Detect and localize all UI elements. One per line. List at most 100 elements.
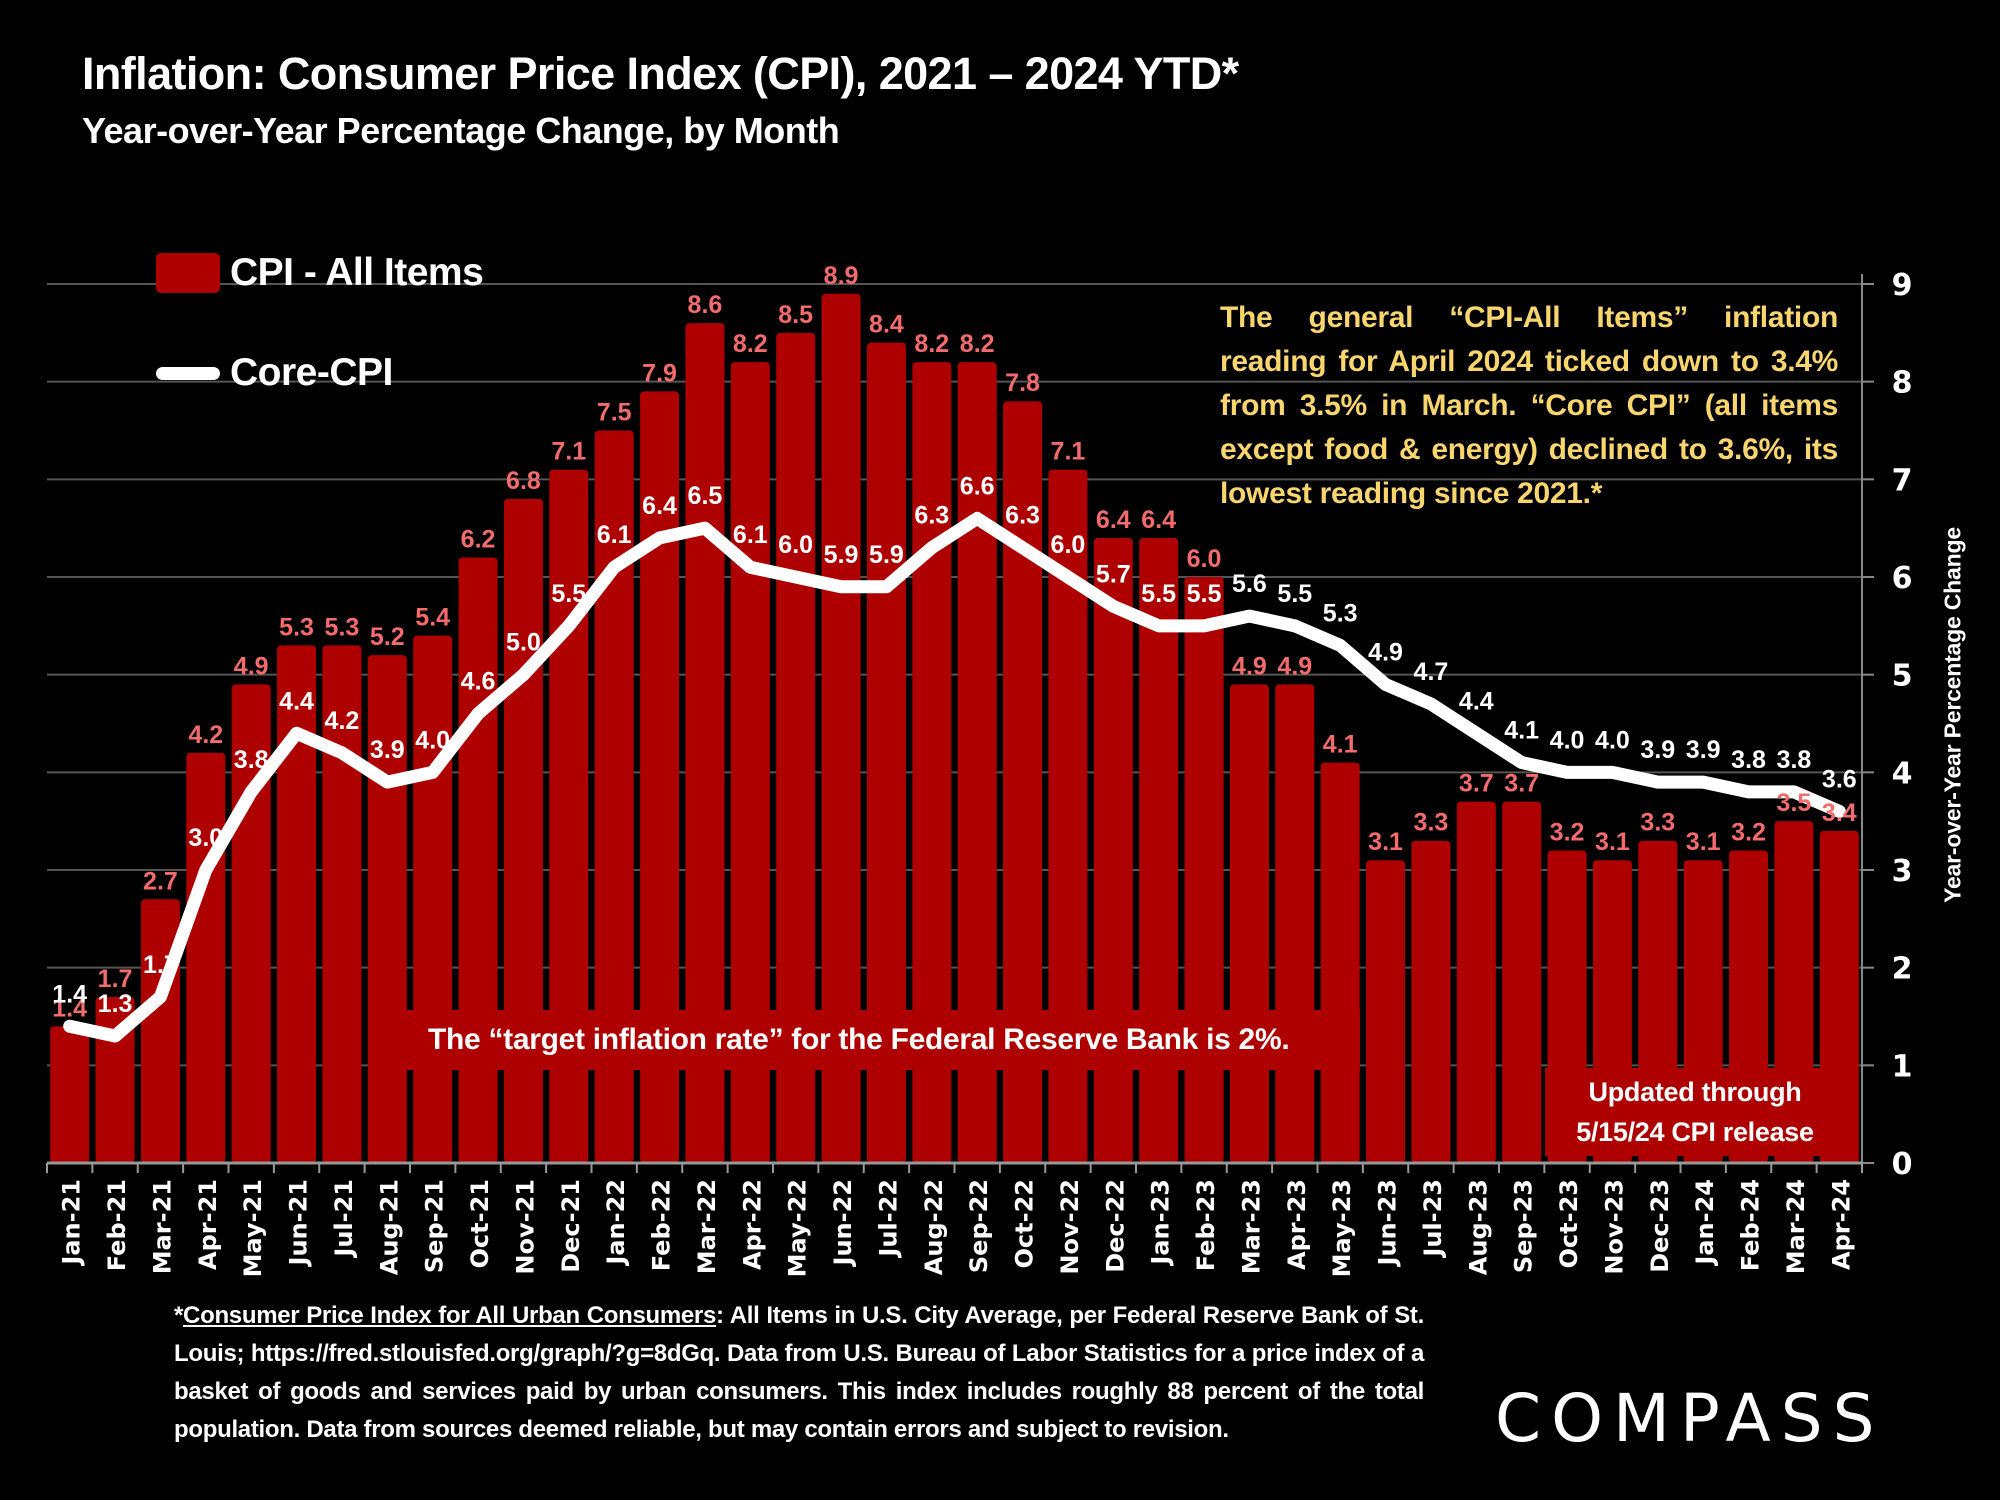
cpi-value-label: 8.4 xyxy=(869,311,904,339)
x-tick-label: Feb-23 xyxy=(1192,1179,1220,1271)
core-cpi-value-label: 3.8 xyxy=(234,746,269,774)
x-tick-label: Apr-23 xyxy=(1283,1179,1311,1270)
bar-aug-21 xyxy=(367,655,407,1163)
cpi-value-label: 5.4 xyxy=(415,604,450,632)
core-cpi-value-label: 3.8 xyxy=(1731,746,1766,774)
core-cpi-value-label: 5.5 xyxy=(1141,580,1176,608)
legend-item-core-cpi[interactable]: Core-CPI xyxy=(156,348,483,398)
cpi-value-label: 5.2 xyxy=(370,623,405,651)
cpi-value-label: 3.2 xyxy=(1550,818,1585,846)
core-cpi-value-label: 4.0 xyxy=(1550,726,1585,754)
core-cpi-value-label: 5.5 xyxy=(1187,580,1222,608)
bar-may-22 xyxy=(776,332,816,1163)
core-cpi-value-label: 5.5 xyxy=(551,580,586,608)
core-cpi-value-label: 1.4 xyxy=(52,980,87,1008)
cpi-value-label: 4.9 xyxy=(1277,652,1312,680)
core-cpi-value-label: 1.3 xyxy=(98,990,133,1018)
bar-jun-22 xyxy=(821,293,861,1163)
x-tick-label: Jan-21 xyxy=(58,1179,86,1267)
x-tick-label: Apr-21 xyxy=(194,1179,222,1270)
core-cpi-value-label: 6.4 xyxy=(642,492,677,520)
bar-jan-23 xyxy=(1139,537,1179,1163)
footnote-source-link[interactable]: Consumer Price Index for All Urban Consu… xyxy=(183,1302,717,1329)
cpi-value-label: 8.2 xyxy=(733,330,768,358)
x-tick-label: Oct-23 xyxy=(1555,1179,1583,1268)
bar-dec-22 xyxy=(1093,537,1133,1163)
core-cpi-line xyxy=(63,511,1846,1043)
cpi-value-label: 8.9 xyxy=(824,262,859,290)
x-tick-label: Mar-21 xyxy=(148,1179,176,1274)
core-cpi-value-label: 4.4 xyxy=(279,687,314,715)
axes xyxy=(46,274,1874,1173)
x-tick-label: Feb-22 xyxy=(648,1179,676,1271)
core-cpi-value-label: 5.9 xyxy=(869,541,904,569)
bar-sep-22 xyxy=(957,362,997,1164)
bar-mar-23 xyxy=(1229,684,1269,1163)
x-tick-label: Jul-21 xyxy=(330,1179,358,1259)
bar-mar-21 xyxy=(140,899,180,1163)
core-cpi-value-label: 6.1 xyxy=(597,521,632,549)
bar-jun-21 xyxy=(277,645,317,1163)
core-cpi-value-label: 5.6 xyxy=(1232,570,1267,598)
core-cpi-value-label: 6.1 xyxy=(733,521,768,549)
y-tick-label: 6 xyxy=(1892,561,1913,596)
cpi-value-label: 8.2 xyxy=(914,330,949,358)
cpi-value-label: 2.7 xyxy=(143,867,178,895)
cpi-value-label: 7.8 xyxy=(1005,369,1040,397)
cpi-value-label: 7.1 xyxy=(551,438,586,466)
cpi-value-label: 7.5 xyxy=(597,399,632,427)
x-tick-label: Nov-22 xyxy=(1056,1179,1084,1275)
bar-jun-23 xyxy=(1366,860,1406,1163)
x-tick-label: Sep-22 xyxy=(965,1179,993,1273)
bar-nov-22 xyxy=(1048,469,1088,1164)
core-cpi-value-label: 6.3 xyxy=(1005,502,1040,530)
y-tick-label: 9 xyxy=(1892,268,1913,303)
core-cpi-value-label: 6.3 xyxy=(914,502,949,530)
cpi-value-label: 6.2 xyxy=(461,525,496,553)
x-tick-label: May-22 xyxy=(784,1179,812,1277)
core-cpi-value-label: 4.7 xyxy=(1414,658,1449,686)
x-tick-label: Jul-22 xyxy=(874,1179,902,1259)
bar-sep-23 xyxy=(1502,801,1542,1163)
target-inflation-note: The “target inflation rate” for the Fede… xyxy=(400,1010,1360,1070)
core-cpi-value-label: 6.5 xyxy=(688,482,723,510)
bar-aug-23 xyxy=(1456,801,1496,1163)
cpi-value-label: 3.7 xyxy=(1504,770,1539,798)
bar-jul-23 xyxy=(1411,840,1451,1163)
cpi-value-label: 8.6 xyxy=(688,291,723,319)
target-inflation-text: The “target inflation rate” for the Fede… xyxy=(428,1023,1290,1056)
core-cpi-value-label: 5.3 xyxy=(1323,599,1358,627)
x-tick-label: Oct-22 xyxy=(1011,1179,1039,1268)
cpi-value-label: 5.3 xyxy=(325,613,360,641)
cpi-value-label: 7.1 xyxy=(1051,438,1086,466)
legend: CPI - All Items Core-CPI xyxy=(156,248,484,448)
core-cpi-value-label: 6.0 xyxy=(778,531,813,559)
x-tick-label: Jul-23 xyxy=(1419,1179,1447,1259)
legend-item-cpi[interactable]: CPI - All Items xyxy=(156,248,484,298)
x-tick-label: Apr-24 xyxy=(1827,1179,1855,1270)
x-tick-label: Dec-21 xyxy=(557,1179,585,1273)
core-cpi-value-label: 4.6 xyxy=(461,668,496,696)
core-cpi-value-label: 4.9 xyxy=(1368,638,1403,666)
cpi-value-label: 3.3 xyxy=(1640,809,1675,837)
cpi-value-label: 5.3 xyxy=(279,613,314,641)
cpi-value-label: 3.3 xyxy=(1414,809,1449,837)
core-cpi-value-label: 5.9 xyxy=(824,541,859,569)
y-tick-label: 3 xyxy=(1892,854,1913,889)
cpi-value-label: 8.2 xyxy=(960,330,995,358)
y-tick-label: 4 xyxy=(1892,756,1913,791)
x-tick-label: Jun-22 xyxy=(829,1179,857,1267)
bar-jan-21 xyxy=(50,1026,90,1163)
legend-label: Core-CPI xyxy=(230,351,393,394)
cpi-value-label: 4.1 xyxy=(1323,731,1358,759)
y-axis-title: Year-over-Year Percentage Change xyxy=(1939,527,1966,903)
x-tick-label: Oct-21 xyxy=(466,1179,494,1268)
cpi-value-label: 3.4 xyxy=(1822,799,1857,827)
bar-apr-21 xyxy=(186,752,226,1163)
y-tick-label: 5 xyxy=(1892,659,1913,694)
core-cpi-value-label: 5.5 xyxy=(1277,580,1312,608)
footnote-prefix: * xyxy=(174,1302,184,1329)
x-tick-label: Nov-21 xyxy=(511,1179,539,1275)
core-cpi-value-label: 4.0 xyxy=(415,726,450,754)
